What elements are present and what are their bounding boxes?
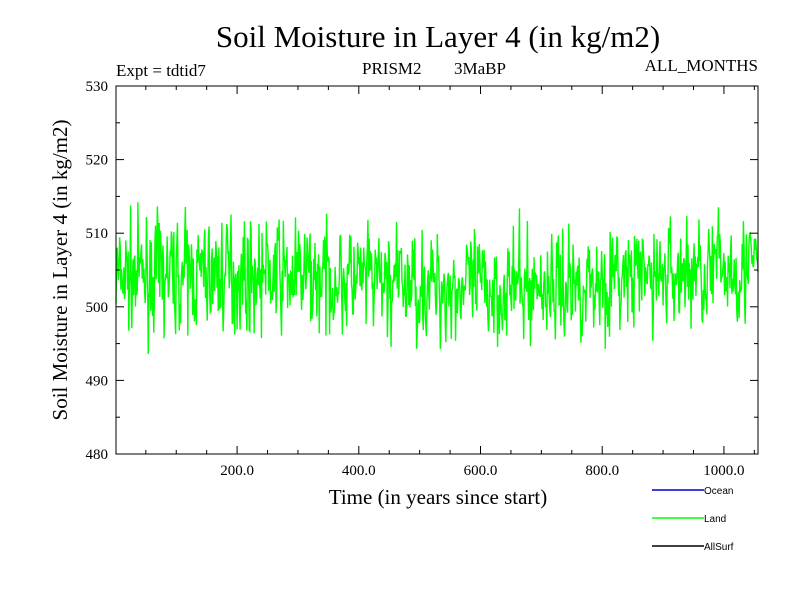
x-tick-label: 400.0 [342, 463, 376, 479]
x-tick-label: 1000.0 [703, 463, 744, 479]
series-line-land [115, 202, 759, 355]
months-label: ALL_MONTHS [645, 56, 758, 75]
legend-label-land: Land [704, 514, 726, 525]
period-label: 3MaBP [454, 59, 506, 78]
experiment-label: Expt = tdtid7 [116, 61, 206, 80]
y-tick-label: 530 [86, 79, 109, 95]
y-tick-label: 500 [86, 300, 109, 316]
dataset-label: PRISM2 [362, 59, 422, 78]
legend: Ocean Land AllSurf [652, 486, 734, 553]
x-tick-label: 600.0 [464, 463, 498, 479]
x-axis: 200.0 400.0 600.0 800.0 1000.0 [145, 86, 755, 479]
y-tick-label: 510 [86, 226, 109, 242]
y-axis-label: Soil Moisture in Layer 4 (in kg/m2) [48, 120, 72, 421]
y-tick-label: 520 [86, 153, 109, 169]
y-tick-label: 480 [86, 447, 109, 463]
legend-label-allsurf: AllSurf [704, 542, 734, 553]
y-axis: 480 490 500 510 520 530 [86, 79, 758, 463]
chart-title: Soil Moisture in Layer 4 (in kg/m2) [216, 19, 660, 54]
x-axis-label: Time (in years since start) [329, 485, 548, 509]
y-tick-label: 490 [86, 373, 109, 389]
x-tick-label: 800.0 [585, 463, 619, 479]
x-tick-label: 200.0 [220, 463, 254, 479]
legend-label-ocean: Ocean [704, 486, 733, 497]
plot-area [115, 85, 759, 455]
